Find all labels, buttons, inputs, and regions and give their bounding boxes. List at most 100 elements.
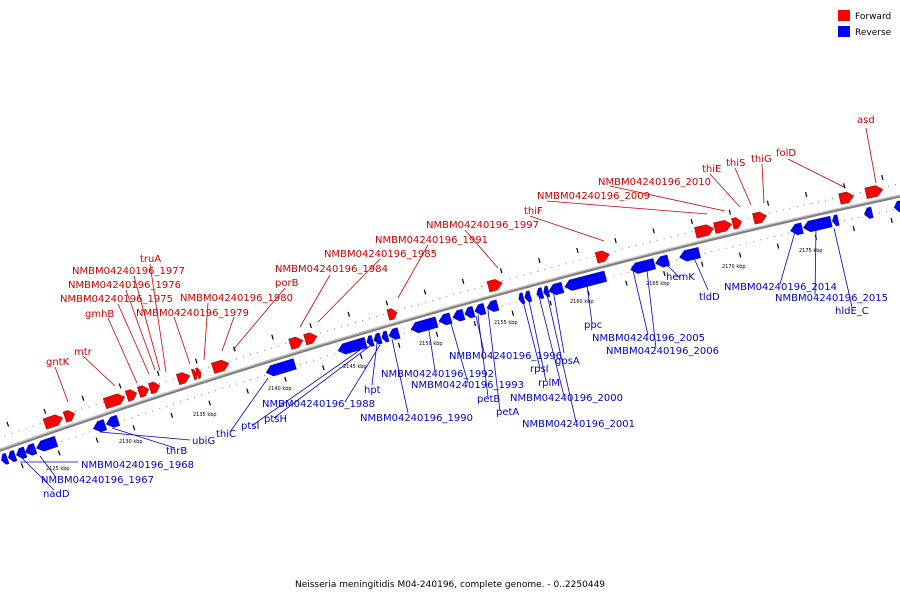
gene-label-NMBM04240196_1976[interactable]: NMBM04240196_1976	[68, 280, 181, 291]
forward-gene-arrow-14[interactable]	[594, 250, 610, 264]
reverse-gene-arrow-12[interactable]	[388, 327, 401, 340]
reverse-gene-arrow-13[interactable]	[410, 316, 439, 334]
forward-gene-arrow-10[interactable]	[288, 336, 304, 350]
gene-label-thiF[interactable]: thiF	[524, 206, 543, 217]
gene-label-rplM[interactable]: rplM	[538, 378, 560, 389]
forward-gene-arrow-8[interactable]	[195, 367, 202, 379]
gene-label-NMBM04240196_1993[interactable]: NMBM04240196_1993	[411, 380, 524, 391]
forward-gene-arrow-12[interactable]	[386, 308, 398, 321]
reverse-gene-arrow-26[interactable]	[655, 254, 670, 268]
gene-label-ptsH[interactable]: ptsH	[264, 414, 287, 425]
forward-gene-arrow-0[interactable]	[42, 414, 64, 430]
gene-label-ppc[interactable]: ppc	[584, 320, 602, 331]
forward-gene-arrow-6[interactable]	[176, 372, 191, 386]
gene-label-tldD[interactable]: tldD	[699, 292, 720, 303]
gene-label-NMBM04240196_2005[interactable]: NMBM04240196_2005	[592, 333, 705, 344]
forward-gene-arrow-16[interactable]	[713, 220, 732, 234]
reverse-gene-arrow-18[interactable]	[486, 299, 500, 312]
gene-label-gmhB[interactable]: gmhB	[85, 309, 114, 320]
gene-label-petA[interactable]: petA	[496, 407, 519, 418]
reverse-gene-arrow-0[interactable]	[1, 452, 10, 465]
forward-gene-arrow-13[interactable]	[486, 279, 503, 293]
gene-label-NMBM04240196_1984[interactable]: NMBM04240196_1984	[275, 264, 388, 275]
gene-label-gntK[interactable]: gntK	[46, 357, 70, 368]
reverse-gene-arrow-28[interactable]	[790, 222, 804, 236]
reverse-gene-arrow-32[interactable]	[893, 200, 900, 213]
reverse-gene-arrow-25[interactable]	[630, 258, 656, 274]
gene-label-nadD[interactable]: nadD	[43, 489, 70, 500]
forward-gene-arrow-9[interactable]	[211, 359, 230, 374]
reverse-gene-arrow-8[interactable]	[337, 337, 368, 355]
reverse-gene-arrow-17[interactable]	[474, 303, 487, 316]
reverse-gene-arrow-3[interactable]	[25, 443, 38, 456]
reverse-gene-arrow-7[interactable]	[265, 358, 297, 377]
reverse-gene-arrow-15[interactable]	[452, 308, 466, 322]
gene-label-hldE_C[interactable]: hldE_C	[835, 306, 869, 317]
forward-gene-arrow-17[interactable]	[731, 217, 742, 230]
gene-label-NMBM04240196_1991[interactable]: NMBM04240196_1991	[375, 235, 488, 246]
gene-label-gpsA[interactable]: gpsA	[555, 356, 580, 367]
reverse-gene-arrow-11[interactable]	[381, 330, 390, 343]
gene-label-NMBM04240196_1975[interactable]: NMBM04240196_1975	[60, 294, 173, 305]
gene-label-NMBM04240196_1977[interactable]: NMBM04240196_1977	[72, 266, 185, 277]
gene-label-thiE[interactable]: thiE	[702, 164, 721, 175]
forward-gene-arrow-2[interactable]	[102, 393, 126, 410]
forward-gene-arrow-7[interactable]	[191, 368, 198, 381]
gene-label-hemK[interactable]: hemK	[666, 272, 695, 283]
gene-label-NMBM04240196_1990[interactable]: NMBM04240196_1990	[360, 413, 473, 424]
gene-label-porB[interactable]: porB	[275, 278, 299, 289]
gene-label-NMBM04240196_1967[interactable]: NMBM04240196_1967	[41, 475, 154, 486]
gene-label-rpsI[interactable]: rpsI	[530, 364, 549, 375]
reverse-gene-arrow-23[interactable]	[548, 281, 565, 296]
gene-label-ubiG[interactable]: ubiG	[192, 436, 215, 447]
reverse-gene-arrow-9[interactable]	[366, 335, 375, 347]
gene-label-NMBM04240196_1996[interactable]: NMBM04240196_1996	[449, 351, 562, 362]
gene-label-NMBM04240196_1968[interactable]: NMBM04240196_1968	[81, 460, 194, 471]
reverse-gene-arrow-29[interactable]	[802, 215, 833, 233]
gene-label-hpt[interactable]: hpt	[364, 385, 381, 396]
reverse-gene-arrow-31[interactable]	[864, 206, 874, 219]
forward-gene-arrow-5[interactable]	[148, 381, 161, 395]
reverse-gene-arrow-20[interactable]	[524, 290, 533, 303]
gene-label-folD[interactable]: folD	[776, 148, 796, 159]
reverse-gene-arrow-10[interactable]	[373, 332, 383, 345]
gene-label-NMBM04240196_2009[interactable]: NMBM04240196_2009	[537, 191, 650, 202]
gene-label-NMBM04240196_1985[interactable]: NMBM04240196_1985	[324, 249, 437, 260]
forward-gene-arrow-19[interactable]	[838, 191, 855, 205]
forward-gene-arrow-15[interactable]	[694, 224, 714, 239]
forward-gene-arrow-11[interactable]	[303, 332, 318, 346]
gene-label-NMBM04240196_2014[interactable]: NMBM04240196_2014	[724, 282, 837, 293]
gene-label-asd[interactable]: asd	[857, 115, 875, 126]
reverse-gene-arrow-22[interactable]	[543, 285, 551, 298]
forward-gene-arrow-4[interactable]	[137, 385, 150, 398]
reverse-gene-arrow-16[interactable]	[464, 306, 476, 319]
gene-label-thiG[interactable]: thiG	[751, 154, 772, 165]
reverse-gene-arrow-14[interactable]	[438, 312, 453, 326]
reverse-gene-arrow-5[interactable]	[92, 419, 108, 433]
reverse-gene-arrow-1[interactable]	[8, 450, 18, 463]
gene-label-NMBM04240196_2000[interactable]: NMBM04240196_2000	[510, 393, 623, 404]
gene-label-NMBM04240196_2006[interactable]: NMBM04240196_2006	[606, 346, 719, 357]
gene-label-NMBM04240196_2015[interactable]: NMBM04240196_2015	[775, 293, 888, 304]
gene-label-NMBM04240196_2010[interactable]: NMBM04240196_2010	[598, 177, 711, 188]
gene-label-mtr[interactable]: mtr	[74, 347, 93, 358]
gene-label-NMBM04240196_1979[interactable]: NMBM04240196_1979	[136, 308, 249, 319]
reverse-gene-arrow-6[interactable]	[105, 414, 121, 428]
reverse-gene-arrow-21[interactable]	[536, 287, 545, 300]
reverse-gene-arrow-24[interactable]	[564, 270, 608, 291]
gene-label-thrB[interactable]: thrB	[166, 446, 187, 457]
forward-gene-arrow-3[interactable]	[124, 389, 138, 402]
gene-label-NMBM04240196_1988[interactable]: NMBM04240196_1988	[262, 399, 375, 410]
reverse-gene-arrow-4[interactable]	[36, 435, 59, 452]
gene-label-thiS[interactable]: thiS	[726, 158, 745, 169]
gene-label-NMBM04240196_1992[interactable]: NMBM04240196_1992	[381, 369, 494, 380]
reverse-gene-arrow-2[interactable]	[16, 446, 28, 459]
gene-label-NMBM04240196_2001[interactable]: NMBM04240196_2001	[522, 419, 635, 430]
reverse-gene-arrow-27[interactable]	[679, 247, 701, 262]
gene-label-thiC[interactable]: thiC	[216, 429, 236, 440]
forward-gene-arrow-1[interactable]	[62, 410, 75, 423]
reverse-gene-arrow-30[interactable]	[832, 214, 840, 227]
forward-gene-arrow-20[interactable]	[864, 185, 884, 199]
gene-label-petB[interactable]: petB	[477, 394, 500, 405]
gene-label-NMBM04240196_1997[interactable]: NMBM04240196_1997	[426, 220, 539, 231]
